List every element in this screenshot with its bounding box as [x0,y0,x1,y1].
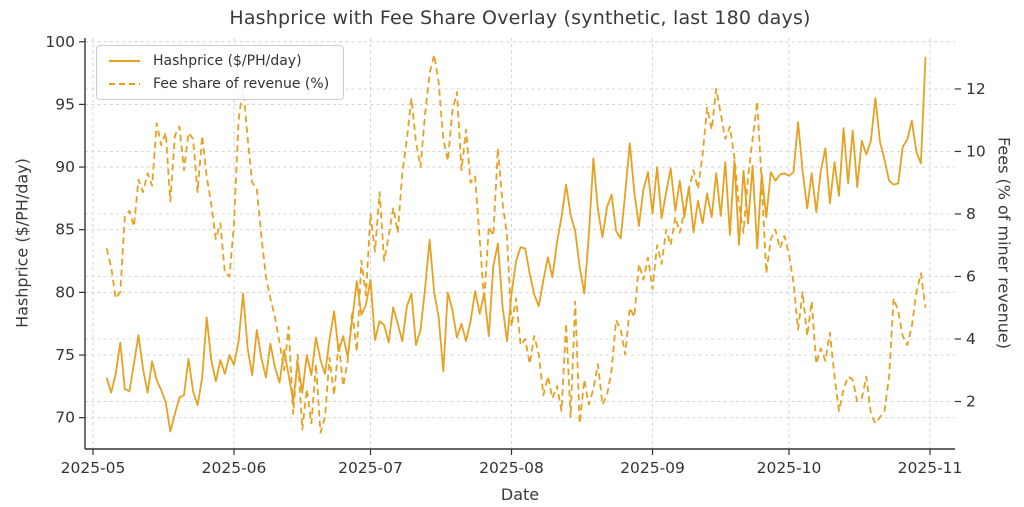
y-tick-label-right: 12 [966,80,986,98]
x-tick-label: 2025-10 [757,459,822,477]
y-tick-label-right: 2 [966,392,976,410]
y-tick-label-left: 70 [55,409,75,427]
y-tick-label-left: 100 [45,33,75,51]
hashprice-line [105,56,927,433]
x-tick-label: 2025-08 [479,459,544,477]
legend-label-fee-share: Fee share of revenue (%) [153,76,330,92]
legend: Hashprice ($/PH/day) Fee share of revenu… [96,45,345,100]
x-tick-label: 2025-06 [202,459,267,477]
chart-title: Hashprice with Fee Share Overlay (synthe… [229,7,811,29]
y-tick-label-right: 6 [966,267,976,285]
x-tick-label: 2025-05 [61,459,126,477]
x-tick-label: 2025-07 [338,459,403,477]
y-tick-label-right: 4 [966,330,976,348]
y-tick-label-left: 85 [55,221,75,239]
fee-share-line [105,53,927,434]
x-tick-label: 2025-11 [898,459,963,477]
legend-item-hashprice: Hashprice ($/PH/day) [108,53,329,69]
y-tick-label-left: 75 [55,346,75,364]
x-tick-label: 2025-09 [620,459,685,477]
legend-item-fee-share: Fee share of revenue (%) [108,76,329,92]
y-tick-label-left: 95 [55,95,75,113]
solid-line-icon [109,60,140,62]
y-tick-label-left: 80 [55,283,75,301]
legend-label-hashprice: Hashprice ($/PH/day) [153,53,302,69]
y-tick-label-left: 90 [55,158,75,176]
y-tick-label-right: 10 [966,142,986,160]
dashed-line-icon [109,83,140,85]
y-tick-label-right: 8 [966,205,976,223]
x-axis-label: Date [500,485,540,504]
